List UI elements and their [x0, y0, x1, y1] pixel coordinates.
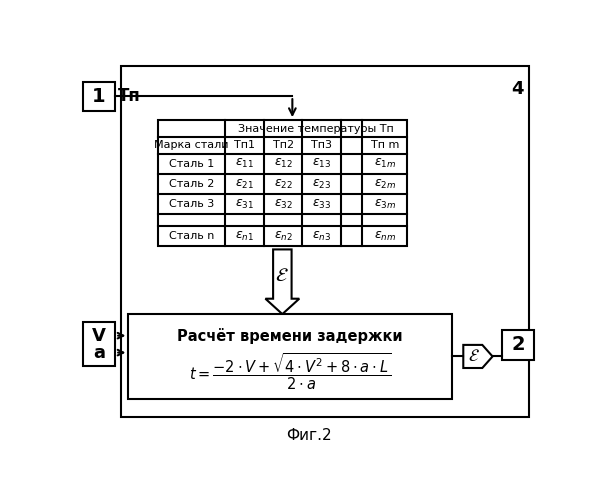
Text: Марка стали: Марка стали	[154, 140, 229, 150]
Bar	[128, 314, 452, 399]
Text: $\varepsilon_{nm}$: $\varepsilon_{nm}$	[374, 230, 396, 243]
Text: a: a	[93, 344, 105, 361]
Text: Сталь 3: Сталь 3	[169, 199, 214, 209]
Text: Тп3: Тп3	[311, 140, 332, 150]
Text: $\varepsilon_{n3}$: $\varepsilon_{n3}$	[312, 230, 331, 243]
Polygon shape	[265, 250, 299, 314]
Text: Сталь n: Сталь n	[169, 232, 214, 241]
Text: $\varepsilon_{n1}$: $\varepsilon_{n1}$	[235, 230, 254, 243]
Text: $\mathcal{E}$: $\mathcal{E}$	[276, 266, 289, 285]
Polygon shape	[464, 345, 492, 368]
Bar	[158, 120, 407, 246]
Text: 1: 1	[92, 86, 106, 106]
Text: Тп m: Тп m	[371, 140, 399, 150]
Text: $\varepsilon_{23}$: $\varepsilon_{23}$	[312, 178, 331, 190]
Text: $\varepsilon_{31}$: $\varepsilon_{31}$	[235, 198, 254, 210]
Text: Тп: Тп	[119, 87, 141, 105]
Text: $\varepsilon_{33}$: $\varepsilon_{33}$	[312, 198, 331, 210]
Text: Тп1: Тп1	[234, 140, 255, 150]
Text: Значение температуры Тп: Значение температуры Тп	[238, 124, 394, 134]
Text: $\varepsilon_{11}$: $\varepsilon_{11}$	[235, 158, 254, 170]
Bar	[502, 330, 534, 360]
Text: Тп2: Тп2	[273, 140, 294, 150]
Text: $\mathcal{E}$: $\mathcal{E}$	[468, 348, 479, 366]
Bar	[120, 66, 529, 416]
Text: 2: 2	[511, 336, 525, 354]
Text: $\varepsilon_{3m}$: $\varepsilon_{3m}$	[374, 198, 396, 210]
Text: Расчёт времени задержки: Расчёт времени задержки	[177, 328, 403, 344]
Text: 4: 4	[512, 80, 524, 98]
Text: $\varepsilon_{21}$: $\varepsilon_{21}$	[235, 178, 254, 190]
Text: $\varepsilon_{n2}$: $\varepsilon_{n2}$	[274, 230, 293, 243]
Bar	[83, 322, 115, 366]
Text: Сталь 1: Сталь 1	[169, 159, 214, 169]
Text: Сталь 2: Сталь 2	[169, 179, 214, 189]
Text: $t = \dfrac{-2 \cdot V + \sqrt{4 \cdot V^2 + 8 \cdot a \cdot L}}{2 \cdot a}$: $t = \dfrac{-2 \cdot V + \sqrt{4 \cdot V…	[189, 352, 391, 392]
Text: $\varepsilon_{2m}$: $\varepsilon_{2m}$	[374, 178, 396, 190]
Bar	[83, 82, 115, 111]
Text: V: V	[92, 326, 106, 344]
Text: $\varepsilon_{32}$: $\varepsilon_{32}$	[274, 198, 293, 210]
Text: $\varepsilon_{22}$: $\varepsilon_{22}$	[274, 178, 293, 190]
Text: $\varepsilon_{12}$: $\varepsilon_{12}$	[274, 158, 293, 170]
Text: $\varepsilon_{1m}$: $\varepsilon_{1m}$	[374, 158, 396, 170]
Text: Фиг.2: Фиг.2	[286, 428, 331, 444]
Text: $\varepsilon_{13}$: $\varepsilon_{13}$	[312, 158, 331, 170]
